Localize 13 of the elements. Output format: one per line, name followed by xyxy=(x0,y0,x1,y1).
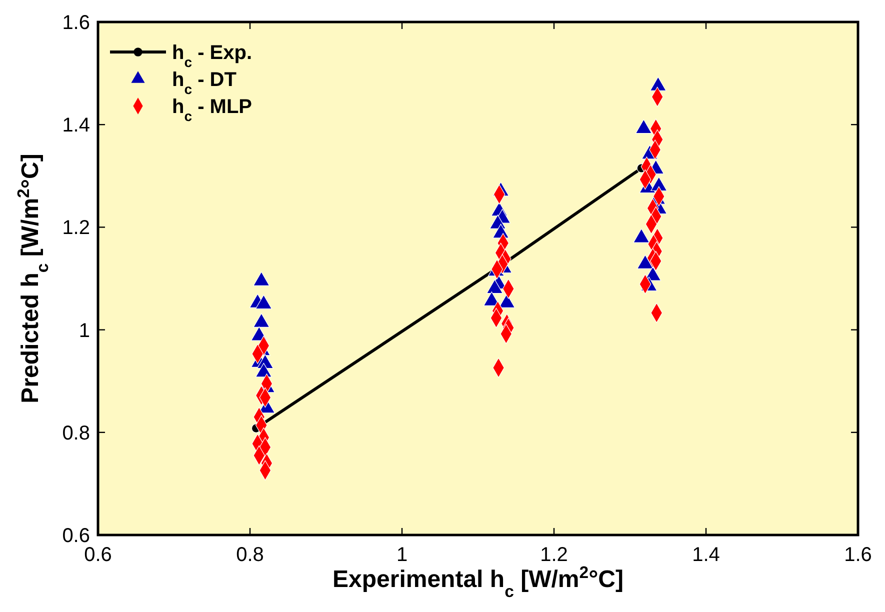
legend-label: h$_{c}$ - DT xyxy=(172,69,236,97)
legend-label: h$_{c}$ - MLP xyxy=(172,96,252,124)
y-tick-label: 1 xyxy=(78,320,90,342)
legend-label: h$_{c}$ - Exp. xyxy=(172,42,252,70)
x-tick-label: 0.6 xyxy=(84,544,112,566)
x-tick-label: 1.4 xyxy=(692,544,720,566)
y-tick-label: 1.2 xyxy=(62,217,90,240)
x-tick-label: 0.8 xyxy=(236,544,264,566)
y-tick-label: 0.8 xyxy=(62,422,90,444)
y-tick-label: 0.6 xyxy=(62,525,90,547)
y-tick-label: 1.6 xyxy=(62,12,90,34)
y-tick-label: 1.4 xyxy=(62,114,90,137)
x-tick-label: 1.6 xyxy=(844,544,872,566)
